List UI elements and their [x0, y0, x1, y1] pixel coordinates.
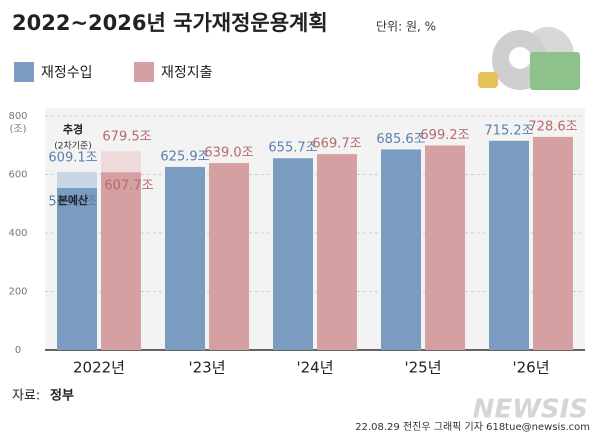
bar — [533, 136, 573, 350]
value-label: 699.2조 — [420, 128, 469, 143]
legend-label: 재정수입 — [41, 65, 93, 81]
supplementary-sublabel: (2차기준) — [54, 140, 92, 152]
y-tick-label: 400 — [8, 228, 27, 239]
value-label: 669.7조 — [312, 137, 361, 152]
bar — [381, 149, 421, 350]
chart-title: 2022~2026년 국가재정운용계획 — [12, 11, 328, 35]
bar — [57, 188, 97, 350]
y-tick-label: 0 — [15, 345, 21, 356]
supplementary-label: 추경 — [63, 122, 83, 136]
x-tick-label: '24년 — [296, 359, 333, 377]
source: 정부 — [50, 388, 74, 404]
value-label: 685.6조 — [376, 132, 425, 147]
bar — [273, 158, 313, 350]
value-label: 728.6조 — [528, 119, 577, 134]
x-tick-label: 2022년 — [73, 359, 125, 377]
bar — [489, 140, 529, 350]
bar — [209, 163, 249, 350]
credit: 22.08.29 전진우 그래픽 기자 618tue@newsis.com — [355, 421, 590, 433]
y-tick-label: 600 — [8, 170, 27, 181]
source-label: 자료: — [12, 389, 40, 404]
bar — [101, 172, 141, 350]
legend-swatch — [14, 62, 34, 82]
supplementary-value-label: 679.5조 — [102, 130, 151, 145]
main-budget-label: 본예산 — [58, 193, 88, 207]
bar — [317, 154, 357, 350]
x-tick-label: '23년 — [188, 359, 225, 377]
x-tick-label: '25년 — [404, 359, 441, 377]
unit-note: 단위: 원, % — [376, 20, 436, 34]
value-label: 715.2조 — [484, 123, 533, 138]
supplementary-value-label: 609.1조 — [48, 150, 97, 165]
legend-label: 재정지출 — [161, 65, 213, 81]
value-label: 655.7조 — [268, 141, 317, 156]
y-tick-label: 800 — [8, 111, 27, 122]
bar — [165, 166, 205, 350]
value-label: 553.6조 — [48, 195, 97, 210]
money-icon — [478, 27, 580, 90]
value-label: 625.9조 — [160, 149, 209, 164]
x-tick-label: '26년 — [512, 359, 549, 377]
y-unit: (조) — [9, 124, 26, 135]
legend-swatch — [134, 62, 154, 82]
bar — [425, 145, 465, 350]
value-label: 639.0조 — [204, 146, 253, 161]
value-label: 607.7조 — [104, 179, 153, 194]
y-tick-label: 200 — [8, 287, 27, 298]
watermark: NEWSIS — [473, 395, 588, 425]
